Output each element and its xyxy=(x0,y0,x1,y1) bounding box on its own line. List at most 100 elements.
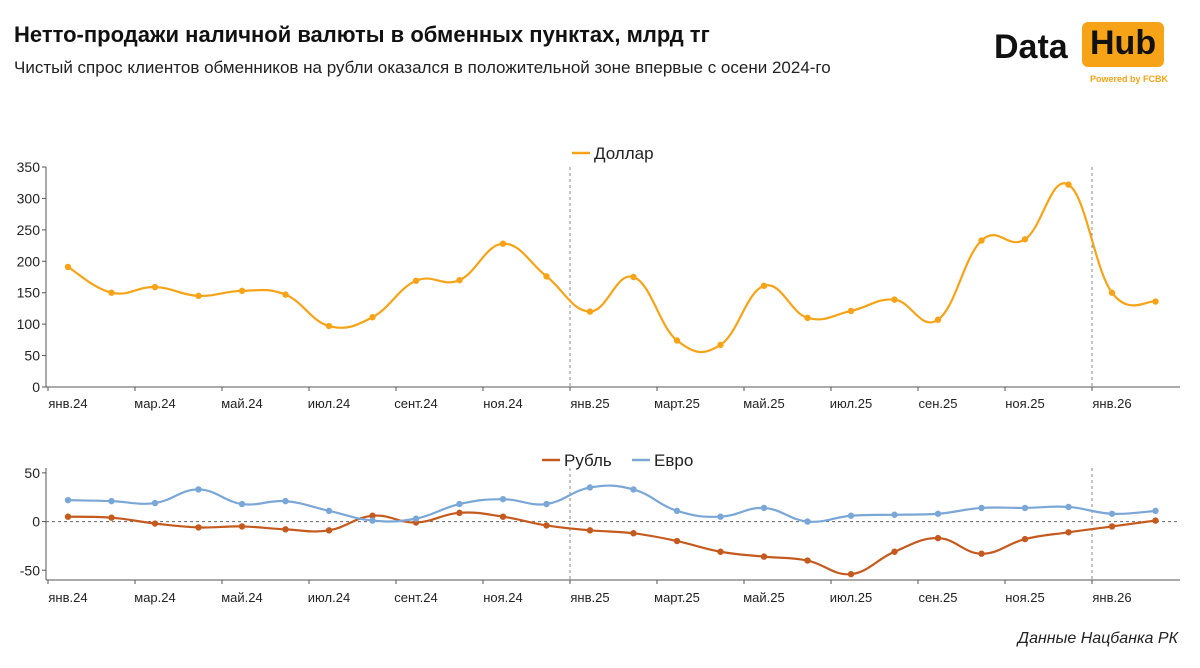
x-tick-label: ноя.24 xyxy=(483,590,523,605)
x-tick-label: ноя.25 xyxy=(1005,590,1045,605)
data-point xyxy=(630,530,637,537)
x-tick-label: янв.25 xyxy=(570,396,609,411)
x-tick-label: сен.25 xyxy=(919,590,958,605)
data-point xyxy=(717,513,724,520)
x-tick-label: май.25 xyxy=(743,396,785,411)
series-line xyxy=(67,511,1156,576)
data-point xyxy=(760,504,768,512)
y-tick-label: 300 xyxy=(17,190,41,206)
y-tick-label: 100 xyxy=(17,316,41,332)
data-point xyxy=(108,289,115,296)
legend-item: Евро xyxy=(632,451,693,470)
legend-label: Рубль xyxy=(564,451,612,470)
data-point xyxy=(151,520,159,527)
data-point xyxy=(499,513,507,520)
logo-word-data: Data xyxy=(994,28,1068,66)
x-tick-label: мар.24 xyxy=(134,590,175,605)
data-point xyxy=(499,240,507,247)
data-point xyxy=(195,524,202,531)
data-point xyxy=(978,237,985,244)
data-point xyxy=(1065,503,1072,511)
chart-panel-2: -50 0 50 янв.24 мар.24 май.24 июл.24 сент.24 ноя… xyxy=(20,451,1180,605)
x-tick-label: июл.25 xyxy=(830,396,872,411)
x-tick-label: май.24 xyxy=(221,590,263,605)
data-point xyxy=(64,263,72,271)
x-tick-label: янв.26 xyxy=(1092,590,1131,605)
data-point xyxy=(847,307,855,315)
data-point xyxy=(412,515,420,522)
data-point xyxy=(760,282,768,289)
data-point xyxy=(760,553,768,560)
legend-label: Евро xyxy=(654,451,693,470)
data-point xyxy=(804,557,811,564)
legend-item: Доллар xyxy=(572,144,654,163)
logo-powered-by: Powered by FCBK xyxy=(1090,74,1169,84)
x-tick-label: июл.24 xyxy=(308,396,350,411)
data-point xyxy=(1108,289,1116,296)
y-tick-label: -50 xyxy=(20,562,40,578)
series-line xyxy=(67,182,1156,353)
y-tick-label: 350 xyxy=(17,159,41,175)
data-point xyxy=(369,512,376,519)
source-note: Данные Нацбанка РК xyxy=(1017,630,1178,647)
data-point xyxy=(151,283,159,291)
data-point xyxy=(499,495,507,503)
data-point xyxy=(1065,529,1072,536)
data-point xyxy=(108,497,115,505)
data-point xyxy=(934,534,942,542)
data-point xyxy=(1108,523,1116,530)
data-point xyxy=(412,277,420,284)
data-point xyxy=(934,510,942,517)
data-point xyxy=(543,273,550,280)
series-Евро xyxy=(64,484,1159,525)
y-tick-label: 0 xyxy=(32,379,40,395)
data-point xyxy=(325,507,333,515)
data-point xyxy=(891,296,898,303)
data-point xyxy=(238,287,246,295)
data-point xyxy=(1108,510,1116,517)
series-line xyxy=(67,484,1156,523)
data-point xyxy=(238,500,246,508)
data-point xyxy=(195,486,202,493)
datahub-logo: Data Hub Powered by FCBK xyxy=(994,20,1184,90)
y-tick-label: 250 xyxy=(17,222,41,238)
x-tick-label: март.25 xyxy=(654,590,700,605)
x-tick-label: сент.24 xyxy=(394,396,438,411)
y-tick-label: 0 xyxy=(32,514,40,530)
x-tick-label: мар.24 xyxy=(134,396,175,411)
y-tick-label: 50 xyxy=(24,348,40,364)
series-Рубль xyxy=(64,509,1159,578)
data-point xyxy=(1152,507,1159,515)
data-point xyxy=(891,511,898,518)
data-point xyxy=(717,548,724,555)
data-point xyxy=(64,496,72,504)
data-point xyxy=(282,497,289,505)
data-point xyxy=(456,509,463,516)
data-point xyxy=(195,292,202,300)
data-point xyxy=(1152,517,1159,524)
x-tick-label: ноя.25 xyxy=(1005,396,1045,411)
data-point xyxy=(1152,298,1159,305)
x-tick-label: май.25 xyxy=(743,590,785,605)
x-tick-label: янв.24 xyxy=(48,396,87,411)
data-point xyxy=(1021,535,1029,543)
data-point xyxy=(543,500,550,508)
data-point xyxy=(586,308,594,315)
data-point xyxy=(238,523,246,530)
data-point xyxy=(586,527,594,534)
x-tick-label: март.25 xyxy=(654,396,700,411)
data-point xyxy=(673,537,681,545)
data-point xyxy=(847,512,855,519)
x-tick-label: янв.24 xyxy=(48,590,87,605)
x-tick-label: янв.25 xyxy=(570,590,609,605)
x-tick-label: июл.24 xyxy=(308,590,350,605)
data-point xyxy=(1065,181,1072,188)
data-point xyxy=(891,548,898,555)
data-point xyxy=(369,517,376,524)
x-tick-label: ноя.24 xyxy=(483,396,523,411)
data-point xyxy=(804,314,811,322)
data-point xyxy=(64,513,72,520)
series-Доллар xyxy=(64,181,1159,353)
data-point xyxy=(1021,504,1029,512)
